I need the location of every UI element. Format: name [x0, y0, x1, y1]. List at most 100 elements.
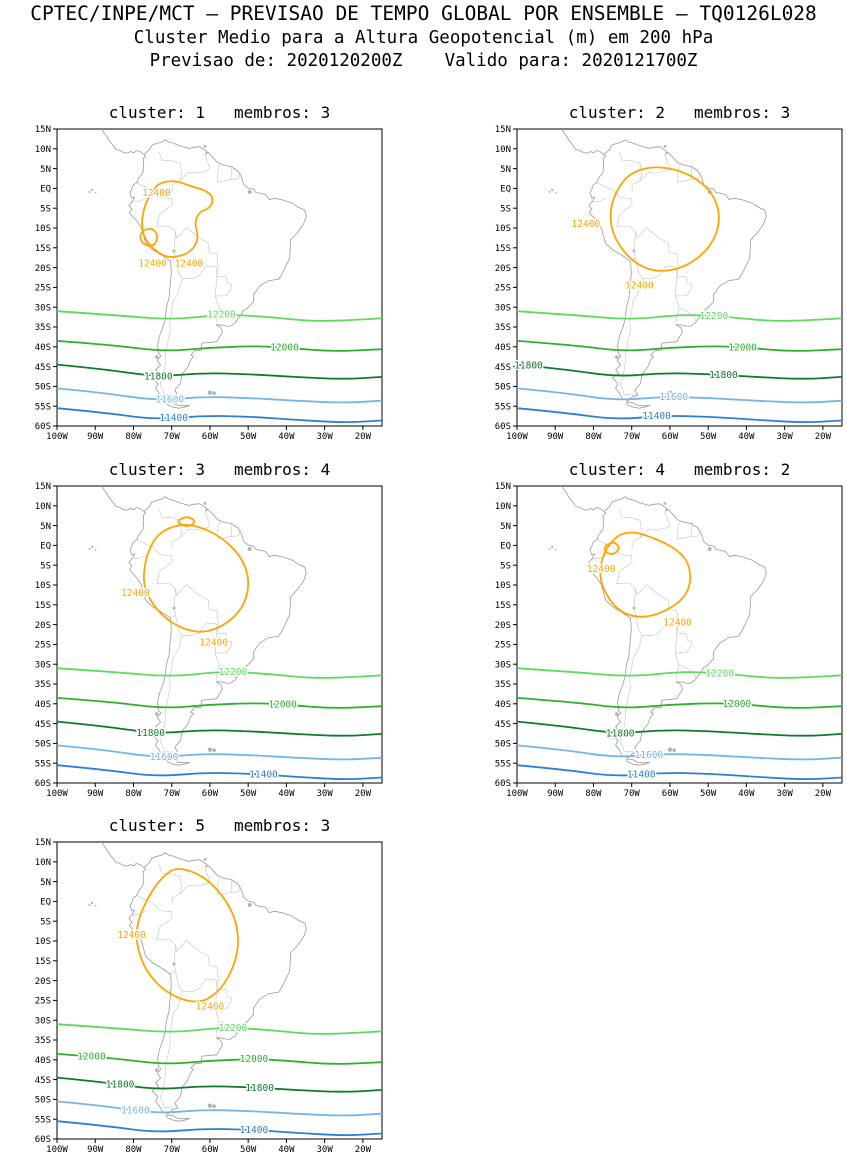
country-borders [592, 151, 707, 396]
island-dot [94, 548, 97, 551]
lat-tick-label: 55S [495, 402, 511, 412]
cluster-map-svg: cluster: 3 membros: 4 15N 10N 5N EQ 5S 10S 15S… [35, 460, 383, 799]
island-dot [667, 747, 673, 752]
island-dot [90, 545, 94, 549]
lat-tick-label: 5S [500, 561, 511, 571]
island-dot [207, 390, 213, 395]
contour-11400 [57, 1120, 382, 1137]
contours [517, 166, 842, 424]
lat-tick-label: 50S [35, 740, 51, 750]
contour-label: 11800 [514, 361, 543, 372]
lon-tick-label: 50W [700, 789, 717, 799]
lat-tick-label: 10S [35, 224, 51, 234]
lat-tick-label: EQ [500, 185, 511, 195]
lat-tick-label: 10N [495, 502, 511, 512]
lon-tick-label: 80W [125, 432, 142, 442]
contour-12200 [57, 667, 382, 679]
lat-tick-label: 5S [40, 204, 51, 214]
contour-12400 [603, 541, 620, 555]
cluster-panel-2: cluster: 2 membros: 3 15N 10N 5N EQ 5S 10S 15S… [469, 103, 847, 443]
cluster-panel-1: cluster: 1 membros: 3 15N 10N 5N EQ 5S 10S 15S… [9, 103, 387, 443]
lat-tick-label: 55S [35, 1115, 51, 1125]
panel-title: cluster: 1 membros: 3 [109, 103, 331, 122]
contour-12400 [609, 166, 720, 272]
panel-title: cluster: 4 membros: 2 [569, 460, 791, 479]
lat-tick-label: 25S [35, 997, 51, 1007]
contour-label: 12200 [700, 311, 729, 322]
lat-tick-label: 10N [35, 145, 51, 155]
lat-tick-label: 60S [35, 1135, 51, 1145]
island-dot [154, 1068, 159, 1072]
lat-tick-label: 35S [35, 323, 51, 333]
island-dot [203, 145, 207, 148]
contour-labels: 12200 12000 11800 11600 11400 12400 12400 12400 [137, 187, 301, 426]
lat-tick-label: 20S [495, 621, 511, 631]
lon-tick-label: 100W [46, 1145, 68, 1155]
contour-label: 12000 [723, 699, 752, 710]
lat-tick-label: 50S [495, 383, 511, 393]
lon-tick-label: 90W [87, 1145, 104, 1155]
lat-tick-label: 40S [35, 343, 51, 353]
panel-title: cluster: 2 membros: 3 [569, 103, 791, 122]
lat-tick-label: EQ [40, 542, 51, 552]
contour-11400 [517, 407, 842, 424]
lon-tick-label: 20W [355, 789, 372, 799]
island-dot [90, 901, 94, 905]
lat-tick-label: EQ [500, 542, 511, 552]
island-dot [154, 355, 159, 359]
panel-title: cluster: 5 membros: 3 [109, 816, 331, 835]
contour-label: 12400 [663, 618, 692, 629]
lat-tick-label: 15N [35, 125, 51, 135]
lat-tick-label: 15S [495, 601, 511, 611]
contour-label: 12400 [121, 588, 150, 599]
contours [57, 516, 382, 781]
lon-tick-label: 50W [700, 432, 717, 442]
lat-tick-label: EQ [40, 185, 51, 195]
cluster-map-svg: cluster: 4 membros: 2 15N 10N 5N EQ 5S 10S 15S… [495, 460, 843, 799]
lat-tick-label: 5N [500, 522, 511, 532]
lat-tick-label: 20S [35, 621, 51, 631]
lat-tick-label: 20S [35, 264, 51, 274]
island-dot [672, 748, 676, 752]
island-dot [154, 712, 159, 716]
lon-tick-label: 60W [662, 432, 679, 442]
lon-tick-label: 20W [355, 1145, 372, 1155]
contour-labels: 12200 12000 12000 11800 11800 11600 11400 12400… [76, 929, 276, 1138]
island-dot [94, 904, 97, 907]
lat-tick-label: 10N [35, 858, 51, 868]
island-dot [550, 188, 554, 192]
contour-11400 [57, 407, 382, 424]
contour-12000 [57, 697, 382, 709]
contour-label: 12200 [219, 667, 248, 678]
lon-tick-label: 40W [278, 432, 295, 442]
island-dot [614, 355, 619, 359]
contour-label: 12400 [142, 188, 171, 199]
lat-tick-label: 40S [495, 343, 511, 353]
island-dot [247, 546, 252, 551]
coastline [101, 129, 307, 409]
contour-label: 11800 [606, 729, 635, 740]
coastline [561, 129, 767, 409]
contour-label: 12400 [572, 219, 601, 230]
contour-11800 [57, 1076, 382, 1093]
lon-tick-label: 30W [317, 1145, 334, 1155]
contour-12000 [57, 1053, 382, 1065]
lat-tick-label: 15S [495, 244, 511, 254]
map-border [516, 485, 843, 784]
contour-label: 11400 [159, 413, 188, 424]
contour-label: 11600 [121, 1106, 150, 1117]
lon-tick-label: 20W [355, 432, 372, 442]
contour-label: 11400 [249, 770, 278, 781]
contour-11800 [517, 363, 842, 380]
contour-label: 11400 [627, 770, 656, 781]
lat-tick-label: 20S [495, 264, 511, 274]
lat-tick-label: 10N [35, 502, 51, 512]
contour-labels: 12200 12000 11800 11800 11600 11400 12400 12400 [513, 218, 759, 424]
lon-tick-label: 30W [777, 432, 794, 442]
contour-11800 [517, 720, 842, 737]
lat-tick-label: 15N [35, 482, 51, 492]
axes: 15N 10N 5N EQ 5S 10S 15S 20S 25S 30S 35S 40S 45S 50S 5… [35, 482, 372, 799]
lat-tick-label: 40S [495, 700, 511, 710]
map-canvas: 15N 10N 5N EQ 5S 10S 15S 20S 25S 30S 35S 40S 45S 50S 5… [35, 125, 383, 442]
